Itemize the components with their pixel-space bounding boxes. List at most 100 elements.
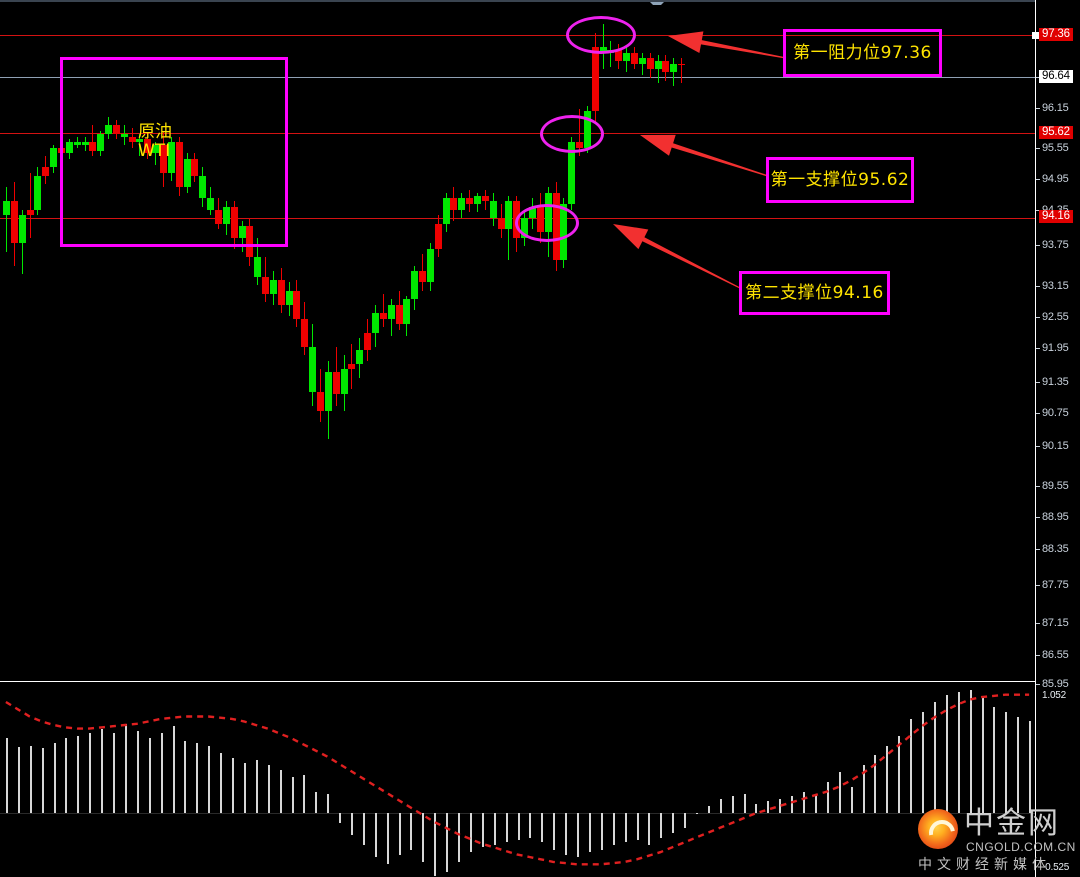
highlight-ellipse-resistance[interactable] (566, 16, 636, 54)
candle-body (489, 201, 497, 218)
macd-histogram-bar (541, 813, 544, 843)
macd-histogram-bar (362, 813, 365, 845)
price-level-badge-96.64[interactable]: 96.64 (1039, 70, 1073, 83)
macd-histogram-bar (386, 813, 389, 865)
macd-histogram-bar (220, 752, 223, 814)
candle-body (105, 125, 113, 134)
indicator-pane[interactable] (0, 686, 1035, 877)
price-level-badge-97.36[interactable]: 97.36 (1039, 28, 1073, 41)
macd-histogram-bar (232, 757, 234, 814)
price-axis-label: 95.55 (1042, 142, 1069, 154)
macd-histogram-bar (136, 731, 139, 814)
macd-histogram-bar (1005, 711, 1008, 814)
macd-histogram-bar (458, 813, 460, 862)
window-top-border (0, 0, 1080, 2)
candle-body (246, 226, 254, 258)
macd-histogram-bar (624, 813, 627, 843)
macd-histogram-bar (1017, 716, 1020, 814)
indicator-axis-top: 1.052 (1042, 690, 1067, 701)
candle-body (293, 290, 301, 319)
price-axis-label: 92.55 (1042, 311, 1069, 323)
macd-histogram-bar (577, 813, 579, 857)
candle-body (474, 195, 481, 204)
macd-histogram-bar (660, 813, 663, 838)
macd-histogram-bar (838, 772, 841, 814)
macd-histogram-bar (791, 796, 794, 814)
price-level-handle[interactable] (1032, 32, 1039, 39)
candle-body (144, 139, 152, 154)
range-box[interactable] (60, 57, 288, 247)
reference-line-resistance-1[interactable] (0, 35, 1035, 36)
price-level-badge-95.62[interactable]: 95.62 (1039, 126, 1073, 139)
price-axis-label: 88.35 (1042, 543, 1069, 555)
macd-histogram-bar (600, 813, 603, 850)
macd-histogram-bar (89, 733, 92, 814)
macd-signal-line (5, 693, 1030, 866)
candle-body (623, 52, 631, 62)
watermark-tagline: 中文财经新媒体 (918, 857, 1051, 873)
price-axis-tick (1036, 413, 1040, 414)
macd-histogram-bar (814, 794, 817, 814)
price-axis-label: 87.75 (1042, 579, 1069, 591)
price-axis[interactable]: 96.7596.1595.5594.9594.3593.7593.1592.55… (1032, 0, 1080, 877)
candle-body (638, 58, 646, 64)
highlight-ellipse-support1[interactable] (540, 115, 604, 153)
macd-histogram-bar (612, 813, 615, 845)
macd-histogram-bar (434, 813, 437, 877)
macd-histogram-bar (172, 726, 175, 814)
macd-histogram-bar (957, 692, 960, 814)
candle-wick (155, 142, 157, 165)
macd-histogram-bar (969, 689, 972, 814)
support-1-note[interactable]: 第一支撑位95.62 (766, 157, 914, 203)
price-axis-tick (1036, 684, 1040, 685)
candle-body (505, 201, 513, 230)
price-axis-label: 91.35 (1042, 376, 1069, 388)
price-axis-tick (1036, 486, 1040, 487)
macd-histogram-bar (779, 798, 782, 814)
macd-histogram-bar (684, 813, 687, 828)
candle-body (301, 318, 309, 347)
candle-body (175, 142, 183, 188)
reference-line-current-price[interactable] (0, 77, 1035, 78)
price-axis-tick (1036, 348, 1040, 349)
macd-histogram-bar (327, 794, 330, 814)
candle-body (387, 304, 395, 319)
price-axis-tick (1036, 623, 1040, 624)
macd-histogram-bar (53, 743, 56, 814)
candle-body (136, 139, 144, 143)
macd-histogram-bar (672, 813, 675, 833)
candle-body (89, 142, 97, 151)
candle-body (419, 271, 427, 283)
candle-body (317, 391, 324, 412)
reference-line-support-1[interactable] (0, 133, 1035, 134)
macd-histogram-bar (446, 813, 449, 872)
candle-body (356, 349, 364, 364)
macd-histogram-bar (374, 813, 377, 857)
highlight-ellipse-support2[interactable] (515, 204, 579, 242)
support-2-note[interactable]: 第二支撑位94.16 (739, 271, 890, 315)
candle-body (238, 226, 246, 238)
candle-body (411, 271, 419, 300)
price-axis-label: 85.95 (1042, 678, 1069, 690)
macd-histogram-bar (29, 745, 32, 814)
macd-histogram-bar (898, 735, 901, 814)
candle-body (395, 304, 403, 325)
candle-body (434, 223, 442, 249)
candle-body (568, 142, 576, 204)
macd-histogram-bar (743, 794, 746, 814)
price-level-badge-94.16[interactable]: 94.16 (1039, 210, 1073, 223)
candle-body (73, 142, 81, 146)
macd-histogram-bar (731, 796, 734, 814)
candle-body (646, 58, 654, 70)
macd-histogram-bar (529, 813, 532, 838)
watermark-brand-en: CNGOLD.COM.CN (966, 840, 1076, 854)
macd-histogram-bar (719, 798, 722, 814)
arrow-to-support-1 (640, 134, 769, 177)
macd-histogram-bar (981, 697, 984, 814)
candle-body (65, 142, 73, 154)
resistance-1-note[interactable]: 第一阻力位97.36 (783, 29, 942, 77)
macd-histogram-bar (493, 813, 496, 845)
macd-histogram-bar (279, 769, 282, 814)
candle-body (348, 363, 356, 370)
price-chart-pane[interactable]: 原油 WTI 第一阻力位97.36 第一支撑位95.62 第二支撑位94.16 (0, 5, 1035, 683)
